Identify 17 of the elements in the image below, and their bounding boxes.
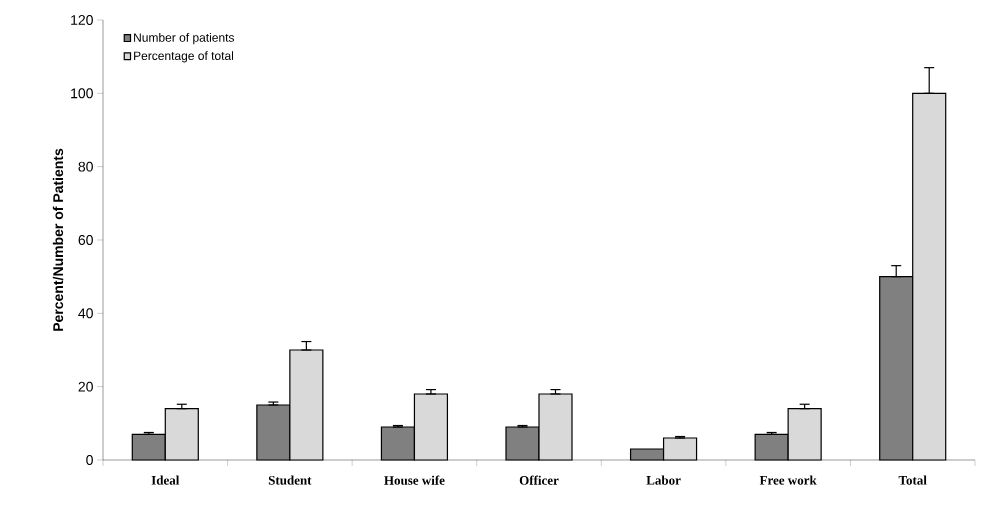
legend-label: Number of patients (134, 33, 235, 45)
x-tick-label: Free work (759, 475, 817, 485)
x-tick-label: Officer (519, 475, 559, 485)
x-tick-label: Total (898, 475, 927, 485)
y-tick-label: 40 (78, 308, 93, 319)
y-tick-label: 100 (71, 88, 93, 99)
legend-label: Percentage of total (134, 51, 234, 63)
y-axis-title: Percent/Number of Patients (52, 148, 64, 331)
y-tick-label: 120 (71, 15, 93, 25)
y-tick-label: 0 (86, 455, 93, 465)
x-tick-label: Student (268, 475, 312, 485)
y-tick-label: 80 (78, 161, 93, 172)
y-tick-label: 60 (78, 235, 93, 245)
x-tick-label: House wife (384, 475, 445, 485)
x-tick-label: Labor (646, 475, 681, 485)
x-tick-label: Ideal (151, 475, 180, 485)
y-tick-label: 20 (78, 381, 93, 392)
